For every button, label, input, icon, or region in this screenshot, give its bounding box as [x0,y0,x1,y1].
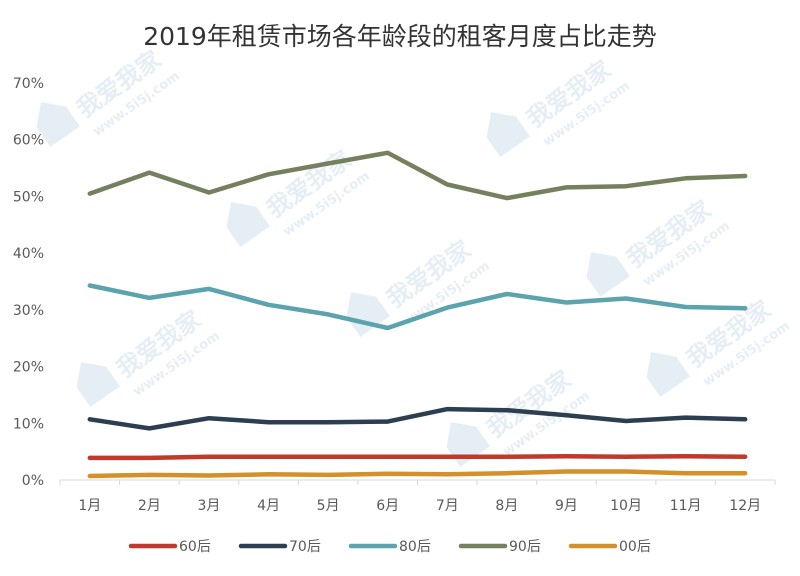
x-tick-label: 5月 [317,498,340,514]
watermark-house-icon [76,362,120,407]
x-tick-label: 3月 [197,498,220,514]
series-line-70后 [87,406,748,431]
watermark-house-icon [486,112,530,157]
series-layer [87,150,748,479]
x-tick-label: 11月 [670,498,702,514]
y-tick-label: 20% [13,360,44,376]
x-tick-label: 8月 [495,498,518,514]
x-axis: 1月 2月 3月 4月 5月 6月 7月 8月 9月 10月 11月 12月 [59,480,776,514]
x-tick-label: 6月 [376,498,399,514]
y-tick-label: 50% [13,189,44,205]
legend-label: 60后 [179,539,211,555]
y-axis: 0% 10% 20% 30% 40% 50% 60% 70% [13,76,44,489]
x-tick-label: 2月 [138,498,161,514]
x-tick-label: 7月 [436,498,459,514]
legend-label: 90后 [509,539,541,555]
y-tick-label: 10% [13,416,44,432]
y-tick-label: 30% [13,303,44,319]
watermark-house-icon [646,352,690,397]
y-tick-label: 70% [13,76,44,92]
x-tick-label: 9月 [555,498,578,514]
x-tick-label: 4月 [257,498,280,514]
watermark-house-icon [346,292,390,337]
y-tick-label: 60% [13,133,44,149]
x-tick-label: 12月 [729,498,761,514]
series-line-80后 [87,283,748,331]
legend-label: 80后 [399,539,431,555]
chart-title: 2019年租赁市场各年龄段的租客月度占比走势 [143,22,657,51]
y-tick-label: 40% [13,246,44,262]
watermark-house-icon [36,102,80,147]
x-tick-label: 1月 [78,498,101,514]
legend-label: 70后 [289,539,321,555]
x-tick-label: 10月 [610,498,642,514]
y-tick-label: 0% [22,473,44,489]
legend: 60后 70后 80后 90后 00后 [128,539,651,555]
watermark-house-icon [586,252,630,297]
series-line-00后 [87,469,748,479]
watermark-house-icon [226,202,270,247]
series-line-60后 [87,453,748,461]
series-line-90后 [87,150,748,201]
legend-label: 00后 [619,539,651,555]
